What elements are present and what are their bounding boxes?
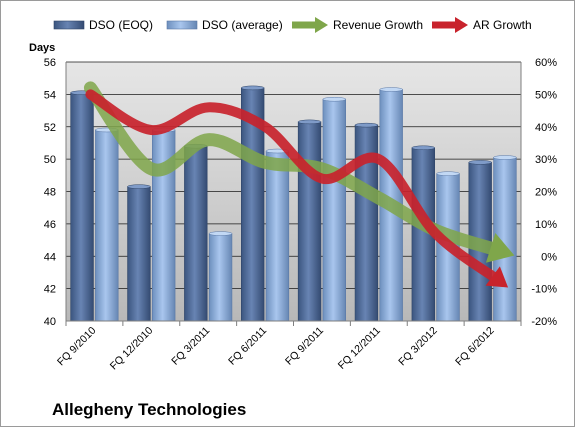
legend-arrowhead <box>455 17 468 33</box>
legend-label: AR Growth <box>473 18 532 32</box>
bar-dso-eoq-cap <box>468 160 492 165</box>
bar-dso-average <box>265 150 290 322</box>
bars <box>70 85 517 322</box>
bar-dso-average <box>208 233 233 322</box>
y-tick-label: 56 <box>44 57 56 69</box>
legend-label: Revenue Growth <box>333 18 423 32</box>
bar-dso-average-cap <box>322 96 346 102</box>
y2-tick-label: 10% <box>535 219 557 231</box>
y2-tick-label: 60% <box>535 57 557 69</box>
bar-dso-average-cap <box>436 171 460 176</box>
bar-dso-eoq-cap <box>127 184 151 189</box>
y-tick-label: 48 <box>44 187 56 199</box>
y-tick-label: 44 <box>44 251 56 263</box>
growth-lines <box>83 81 515 288</box>
y-tick-label: 42 <box>44 284 56 296</box>
bar-dso-average-cap <box>379 87 403 92</box>
bar-dso-eoq-cap <box>241 85 265 91</box>
ar-growth-arrowhead <box>485 266 509 288</box>
legend-swatch <box>53 20 85 30</box>
legend-swatch <box>166 20 198 30</box>
y-axis-label: Days <box>29 42 55 54</box>
bar-dso-eoq <box>297 121 322 322</box>
legend-label: DSO (average) <box>202 18 283 32</box>
bar-dso-eoq-cap <box>354 122 379 128</box>
y2-tick-label: 40% <box>535 122 557 134</box>
y-tick-label: 50 <box>44 154 56 166</box>
bar-dso-eoq <box>127 186 151 322</box>
bar-dso-eoq-cap <box>411 145 435 151</box>
bar-dso-average <box>95 129 119 322</box>
legend-arrowhead <box>315 17 328 33</box>
y2-tick-label: 50% <box>535 89 557 101</box>
y2-tick-label: -20% <box>531 316 557 328</box>
y-tick-label: 54 <box>44 89 56 101</box>
y-tick-label: 40 <box>44 316 56 328</box>
bar-dso-eoq-cap <box>297 119 322 125</box>
ar-growth-line <box>85 89 502 284</box>
y-tick-label: 52 <box>44 122 56 134</box>
bar-dso-average-cap <box>208 231 233 236</box>
y2-tick-label: 30% <box>535 154 557 166</box>
y2-tick-label: -10% <box>531 284 557 296</box>
chart-title: Allegheny Technologies <box>52 400 246 419</box>
y-tick-label: 46 <box>44 219 56 231</box>
y2-tick-label: 0% <box>541 251 557 263</box>
bar-dso-average-cap <box>493 155 517 160</box>
bar-dso-eoq <box>184 145 208 322</box>
legend: DSO (EOQ) DSO (average) Revenue Growth AR G… <box>53 17 532 33</box>
revenue-growth-arrowhead <box>485 233 515 263</box>
bar-dso-average <box>322 98 346 322</box>
bar-dso-eoq <box>70 92 94 322</box>
legend-label: DSO (EOQ) <box>89 18 153 32</box>
y2-tick-label: 20% <box>535 187 557 199</box>
